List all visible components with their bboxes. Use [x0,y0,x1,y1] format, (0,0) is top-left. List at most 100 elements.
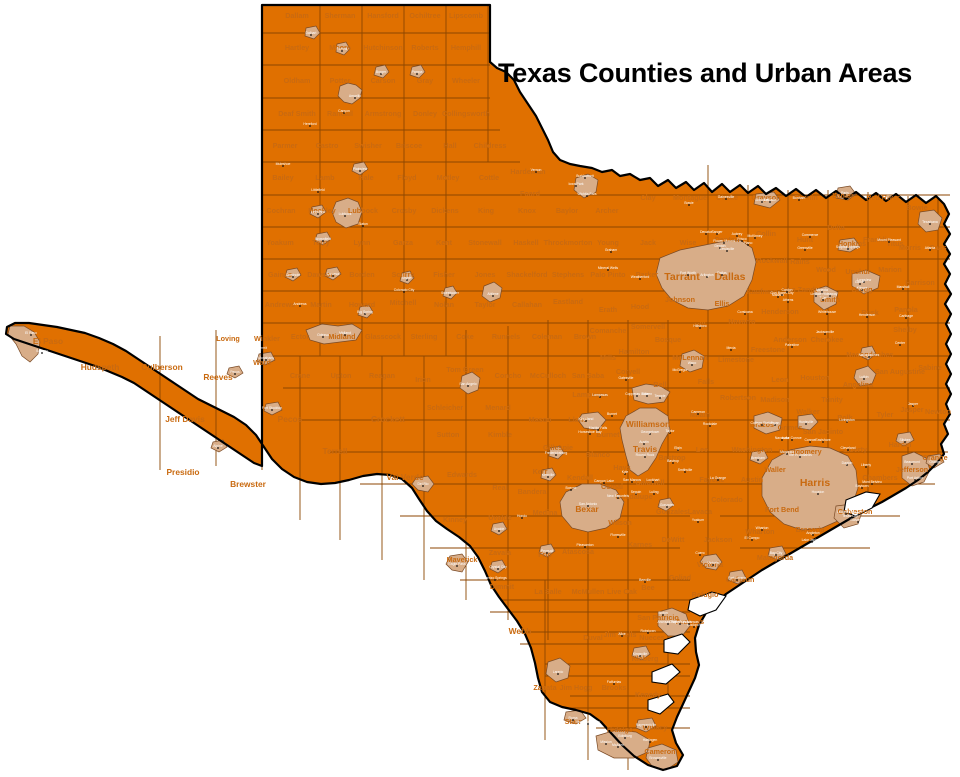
county-label: Kaufman [747,287,778,296]
city-marker: Graham [605,248,617,253]
county-label: Wise [680,238,697,247]
city-label: Mineola [816,288,828,292]
city-marker: Eagle Pass [448,562,466,567]
county-label: Hamilton [619,347,650,356]
city-dot-icon [798,199,800,201]
city-dot-icon [845,513,847,515]
city-marker: Fredericksburg [545,451,567,456]
city-label: Sulphur Springs [836,245,860,249]
city-marker: Silsbee [899,438,911,443]
city-marker: Uvalde [494,527,504,532]
city-dot-icon [730,349,732,351]
city-dot-icon [599,396,601,398]
city-marker: Port Arthur [907,476,924,481]
county-label: Comanche [590,326,627,335]
city-dot-icon [299,305,301,307]
county-label: Coleman [532,332,562,341]
city-dot-icon [234,373,236,375]
city-marker: Kingsland [579,417,594,422]
city-dot-icon [639,278,641,280]
city-dot-icon [380,73,382,75]
county-label: San Augustine [875,367,925,376]
city-label: Plainview [353,167,368,171]
city-label: Gilmer [855,280,866,284]
city-dot-icon [587,505,589,507]
county-label: San Saba [572,371,605,380]
city-label: Navasota [775,436,789,440]
city-label: Big Spring [357,310,373,314]
county-label: Lubbock [348,206,378,215]
county-label: Erath [599,305,617,314]
city-dot-icon [821,291,823,293]
city-dot-icon [589,433,591,435]
county-label: Liberty [843,445,867,454]
county-label: Gray [417,76,433,85]
city-label: Cleveland [840,446,855,450]
city-dot-icon [646,395,648,397]
county-label: Ector [291,332,310,341]
city-dot-icon [265,359,267,361]
city-dot-icon [817,493,819,495]
city-dot-icon [292,276,294,278]
county-label: Denton [715,235,740,244]
city-label: Laredo [553,670,564,674]
city-label: El Paso [25,331,37,335]
city-label: Marshall [897,285,910,289]
city-marker: Lufkin [859,375,869,380]
county-label: San Jacinto [803,427,844,436]
city-label: The Woodlands [788,453,812,457]
city-label: Bay City [770,551,783,555]
county-label: Pecos [278,414,303,424]
county-label: Limestone [718,355,754,364]
county-label: Hill [694,321,705,330]
city-marker: Marshall [897,285,910,290]
city-marker: Mabank [772,293,784,298]
county-label: Newton [925,407,951,416]
city-marker: Frisco [737,237,747,242]
city-marker: Canton [782,288,793,293]
city-label: Bonham [793,196,806,200]
city-label: Gainesville [718,195,735,199]
county-label: Tyler [877,410,894,419]
city-label: Eagle Pass [448,562,465,566]
city-marker: Aubrey [732,232,743,237]
county-label: Jefferson [896,465,928,474]
city-dot-icon [929,223,931,225]
county-label: Marion [878,265,902,274]
city-dot-icon [863,378,865,380]
city-dot-icon [809,236,811,238]
city-marker: Huntsville [799,420,813,425]
county-label: Culberson [141,362,182,372]
city-marker: Cleveland [840,446,856,451]
city-marker: Kingsville [633,652,647,657]
city-dot-icon [868,356,870,358]
city-marker: Lamesa [327,272,339,277]
city-label: Angleton [806,531,819,535]
city-dot-icon [929,249,931,251]
city-dot-icon [775,554,777,556]
county-label: Harris [800,477,831,489]
county-label: Haskell [513,238,538,247]
city-label: Arlington [700,273,713,277]
city-label: Muleshoe [276,162,291,166]
city-marker: Seguin [631,490,641,495]
city-label: Tyler [819,296,827,300]
city-dot-icon [911,463,913,465]
city-marker: Carthage [899,314,913,319]
city-marker: Athens [783,298,794,303]
city-marker: Vernon [531,168,541,173]
county-label: Jackson [704,535,733,544]
county-label: Hockley [308,206,336,215]
county-label: Grimes [778,423,803,432]
city-label: Henderson [859,313,876,317]
city-label: Colorado City [394,288,415,292]
city-dot-icon [809,441,811,443]
city-marker: McKinney [748,234,763,239]
city-dot-icon [585,420,587,422]
city-label: Mount Pleasant [877,238,901,242]
county-label: Eastland [553,297,583,306]
city-label: Waco [688,361,697,365]
city-marker: Brownsville [649,756,667,761]
city-marker: Hillsboro [693,324,707,329]
